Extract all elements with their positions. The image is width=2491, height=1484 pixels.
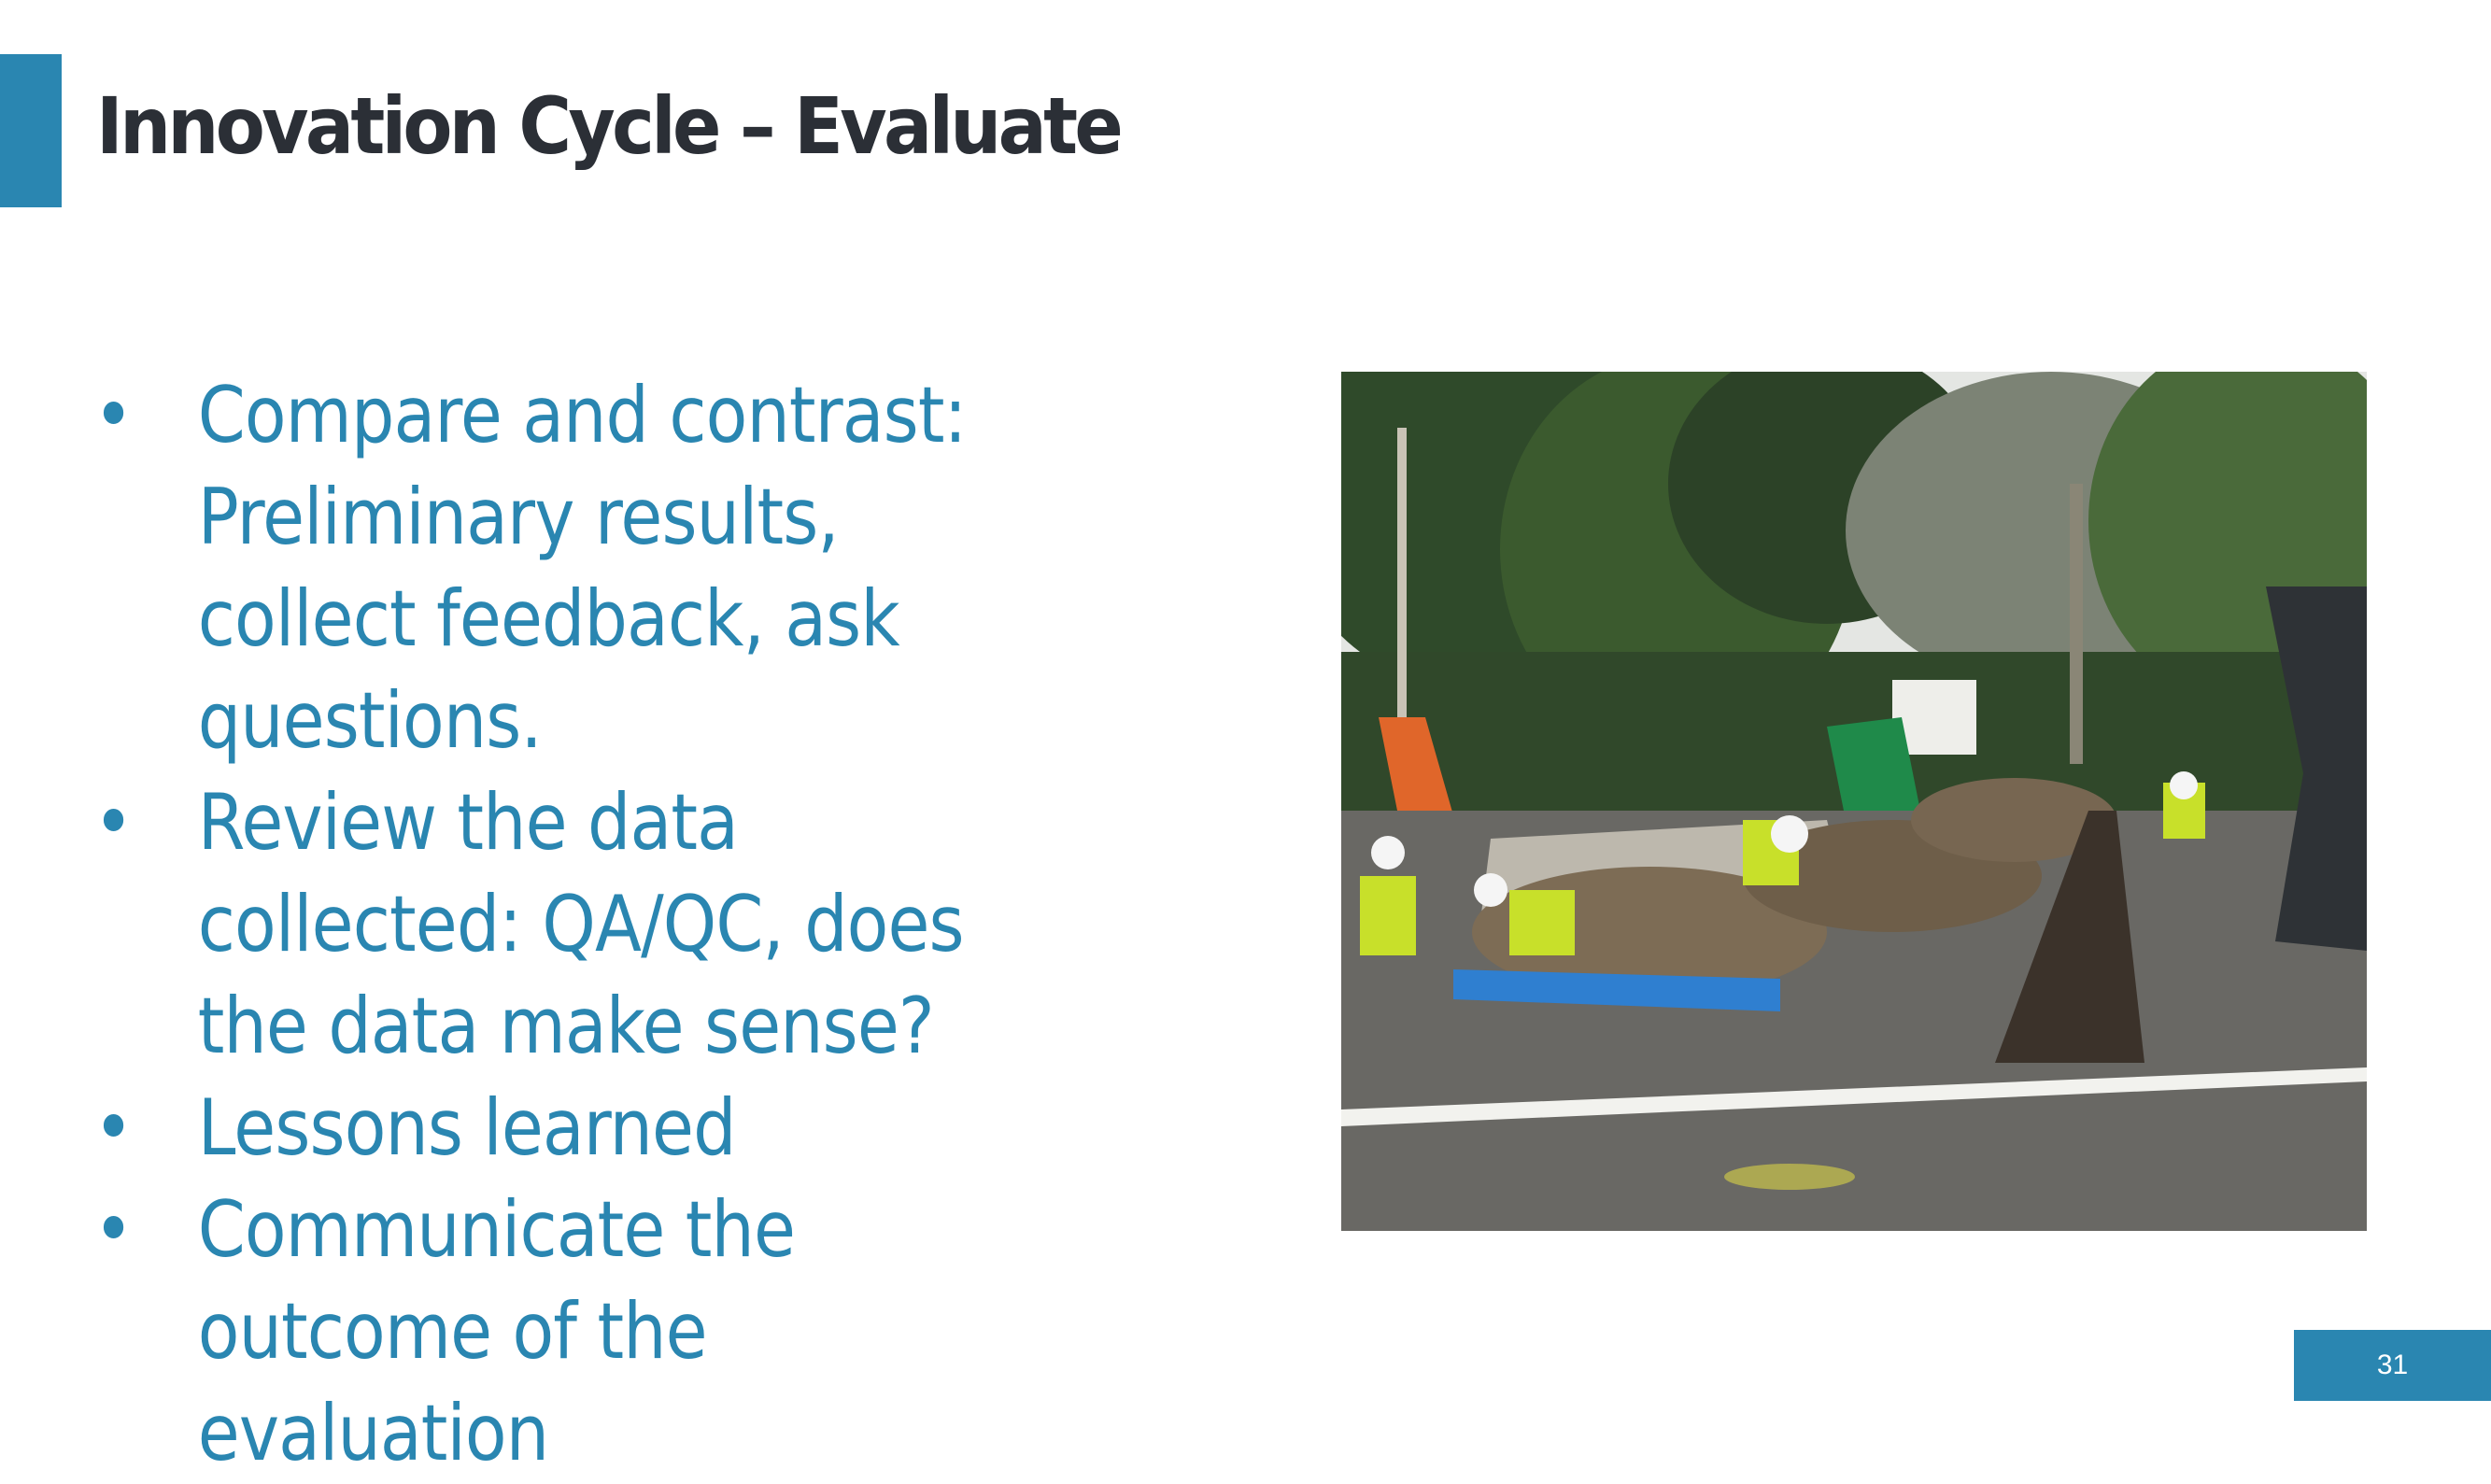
bullet-item: • Communicate the outcome of the evaluat…: [93, 1179, 1063, 1484]
page-number: 31: [2376, 1350, 2409, 1380]
construction-photo: [1341, 372, 2367, 1231]
bullet-item: • Review the data collected: QA/QC, does…: [93, 771, 1063, 1077]
slide-title: Innovation Cycle – Evaluate: [96, 80, 1124, 172]
page-number-badge: 31: [2294, 1330, 2491, 1401]
bullet-text: Compare and contrast: Preliminary result…: [197, 370, 967, 766]
bullet-item: • Compare and contrast: Preliminary resu…: [93, 364, 1063, 771]
bullet-list: • Compare and contrast: Preliminary resu…: [93, 364, 1196, 1484]
bullet-marker: •: [93, 370, 134, 460]
bullet-item: • Lessons learned: [93, 1077, 1063, 1179]
title-accent-bar: [0, 54, 62, 207]
bullet-marker: •: [93, 777, 134, 868]
bullet-text: Review the data collected: QA/QC, does t…: [197, 777, 965, 1071]
bullet-marker: •: [93, 1184, 134, 1275]
bullet-text: Communicate the outcome of the evaluatio…: [197, 1184, 796, 1478]
photo-illustration: [1341, 372, 2367, 1231]
bullet-marker: •: [93, 1082, 134, 1173]
bullet-text: Lessons learned: [197, 1082, 737, 1173]
